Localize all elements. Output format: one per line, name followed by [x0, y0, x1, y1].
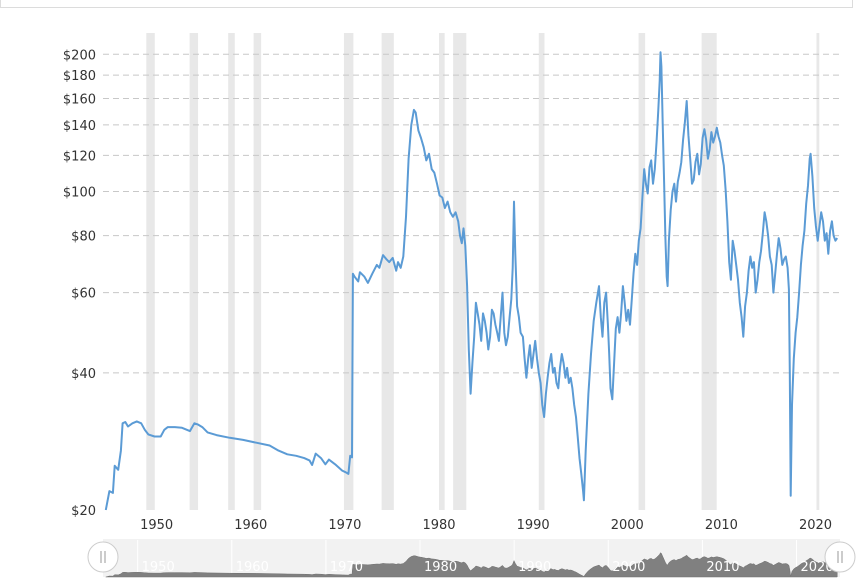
x-tick-label: 1970: [328, 518, 361, 533]
navigator-label: 2020: [801, 560, 834, 575]
x-tick-label: 2020: [799, 518, 832, 533]
y-tick-label: $140: [63, 119, 96, 134]
recession-band-2: [228, 33, 235, 510]
recession-band-1: [189, 33, 199, 510]
price-line: [104, 51, 839, 511]
y-tick-label: $200: [63, 48, 96, 63]
recession-band-0: [146, 33, 155, 510]
recession-bands: [146, 33, 820, 510]
navigator[interactable]: 1950 1960 1970 1980 1990 2000 2010 2020: [0, 536, 857, 583]
navigator-label: 1980: [424, 560, 457, 575]
x-tick-label: 1960: [234, 518, 267, 533]
y-tick-label: $80: [71, 230, 96, 245]
recession-band-9: [638, 33, 646, 510]
navigator-handle-right[interactable]: [824, 541, 856, 573]
recession-band-7: [453, 33, 467, 510]
recession-band-5: [381, 33, 394, 510]
y-tick-label: $40: [71, 367, 96, 382]
y-tick-label: $60: [71, 287, 96, 302]
recession-band-10: [701, 33, 717, 510]
x-tick-label: 2010: [705, 518, 738, 533]
recession-band-4: [343, 33, 354, 510]
recession-band-6: [439, 33, 445, 510]
x-tick-label: 2000: [611, 518, 644, 533]
navigator-label: 2000: [612, 560, 645, 575]
navigator-labels: 1950 1960 1970 1980 1990 2000 2010 2020: [142, 560, 834, 575]
x-tick-label: 1990: [517, 518, 550, 533]
navigator-label: 1950: [142, 560, 175, 575]
x-axis-labels: 1950 1960 1970 1980 1990 2000 2010 2020: [140, 518, 832, 533]
recession-band-3: [253, 33, 262, 510]
y-tick-label: $120: [63, 149, 96, 164]
gridlines: [103, 53, 840, 374]
navigator-handle-left[interactable]: [87, 541, 119, 573]
y-tick-label: $100: [63, 185, 96, 200]
navigator-label: 1990: [518, 560, 551, 575]
navigator-label: 1960: [236, 560, 269, 575]
top-frame: [0, 0, 853, 8]
recession-band-11: [816, 33, 820, 510]
x-tick-label: 1950: [140, 518, 173, 533]
price-chart: $20 $40 $60 $80 $100 $120 $140 $160 $180 $200 195…: [63, 33, 840, 533]
navigator-label: 1970: [330, 560, 363, 575]
y-tick-label: $160: [63, 92, 96, 107]
y-tick-label: $180: [63, 69, 96, 84]
series-group: [104, 51, 839, 511]
recession-band-8: [538, 33, 545, 510]
x-tick-label: 1980: [422, 518, 455, 533]
y-tick-label: $20: [71, 504, 96, 519]
navigator-area: [105, 552, 838, 578]
y-axis-labels: $20 $40 $60 $80 $100 $120 $140 $160 $180 $200: [63, 48, 96, 519]
navigator-label: 2010: [706, 560, 739, 575]
